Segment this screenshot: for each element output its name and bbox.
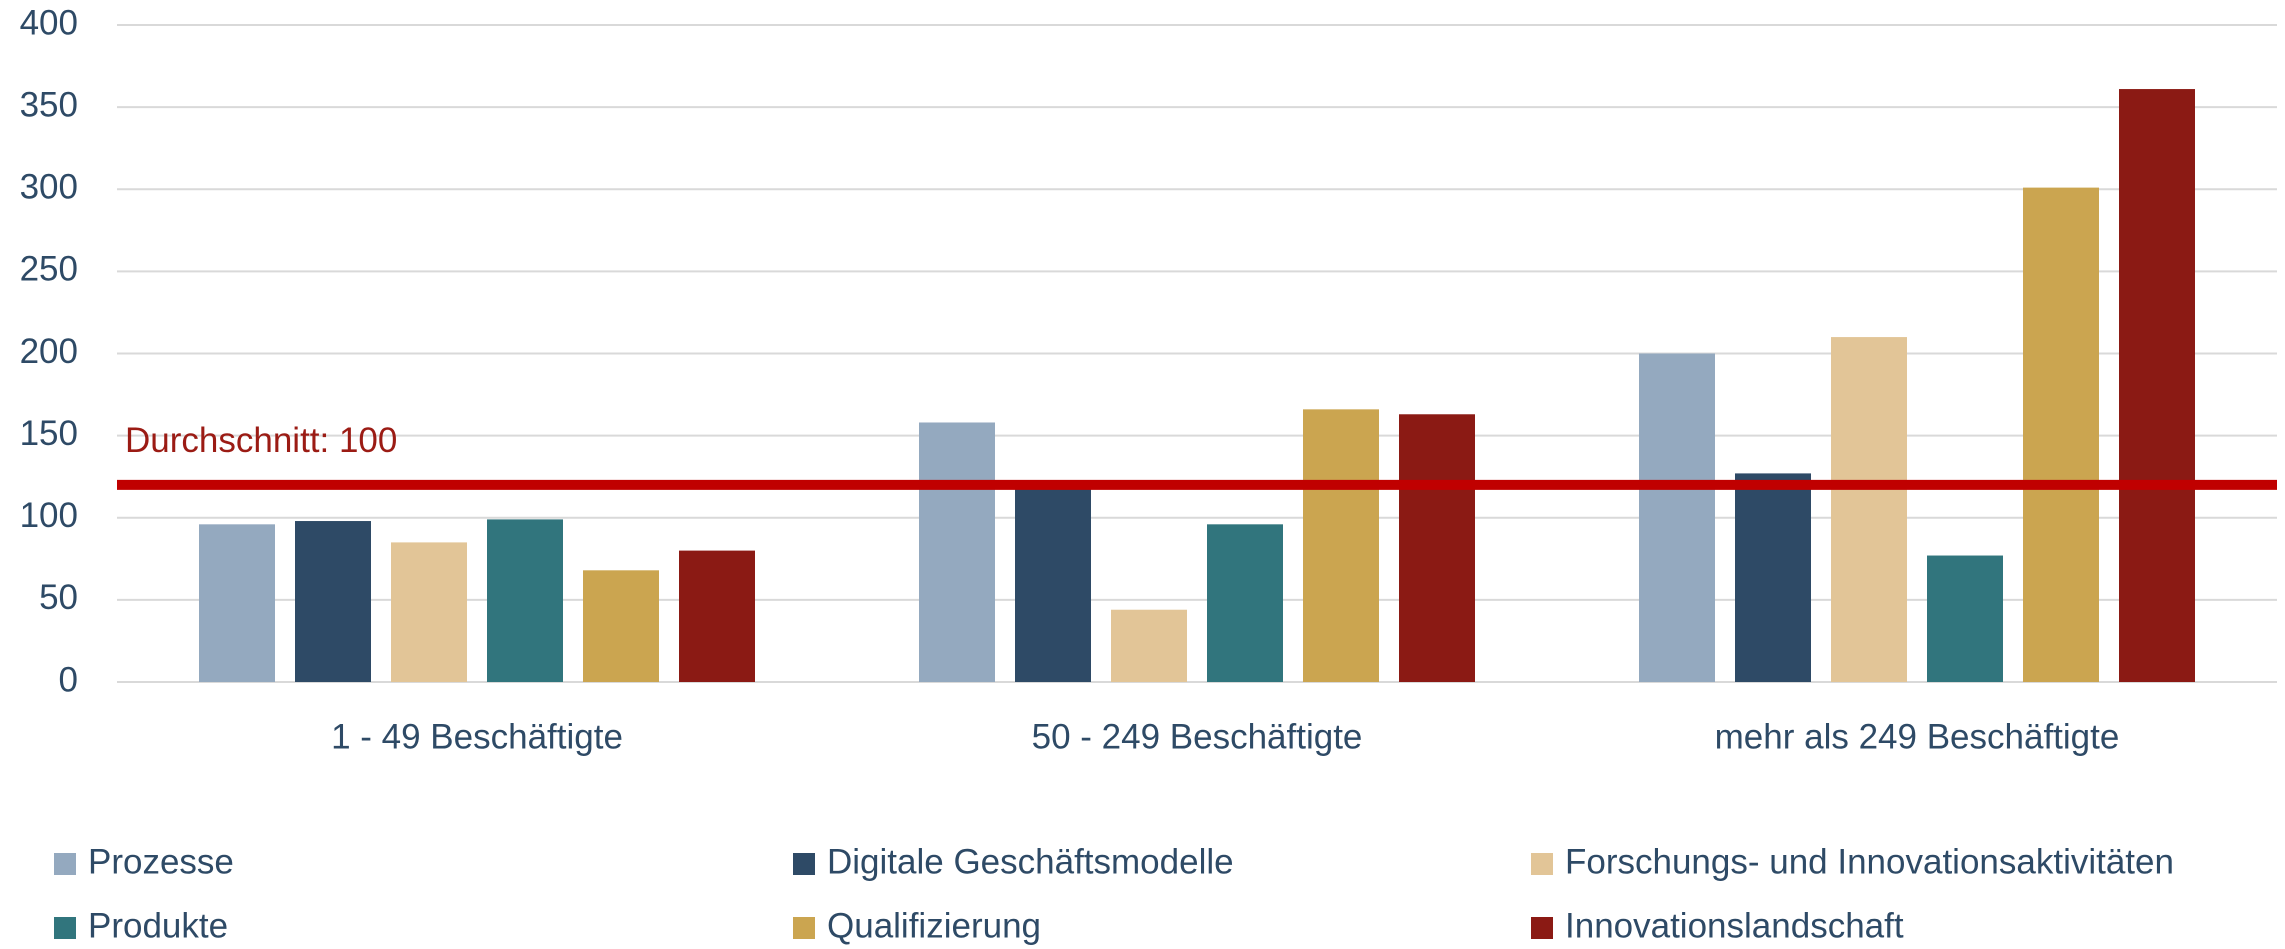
- legend-label: Forschungs- und Innovationsaktivitäten: [1565, 842, 2174, 881]
- legend-label: Innovationslandschaft: [1565, 906, 1904, 945]
- bar: [1111, 609, 1187, 682]
- bar: [295, 521, 371, 682]
- legend-swatch: [793, 853, 815, 875]
- legend-swatch: [54, 853, 76, 875]
- reference-label: Durchschnitt: 100: [125, 421, 397, 460]
- legend-label: Produkte: [88, 906, 228, 945]
- bar: [679, 550, 755, 682]
- legend-swatch: [1531, 917, 1553, 939]
- bar: [1303, 409, 1379, 682]
- legend-swatch: [1531, 853, 1553, 875]
- y-tick-label: 100: [20, 496, 78, 535]
- bar: [2023, 187, 2099, 683]
- y-tick-label: 350: [20, 85, 78, 124]
- bar: [1639, 353, 1715, 682]
- y-tick-label: 50: [39, 578, 78, 617]
- y-tick-label: 150: [20, 414, 78, 453]
- bar: [583, 570, 659, 682]
- bar: [1015, 484, 1091, 682]
- bar: [1927, 555, 2003, 682]
- legend-swatch: [793, 917, 815, 939]
- bar: [199, 524, 275, 682]
- bar: [487, 519, 563, 682]
- bar: [1831, 337, 1907, 682]
- x-tick-label: mehr als 249 Beschäftigte: [1715, 717, 2120, 756]
- legend-label: Qualifizierung: [827, 906, 1041, 945]
- y-tick-label: 0: [59, 660, 78, 699]
- bar: [391, 542, 467, 682]
- x-tick-label: 50 - 249 Beschäftigte: [1032, 717, 1363, 756]
- legend-label: Prozesse: [88, 842, 234, 881]
- y-tick-label: 400: [20, 3, 78, 42]
- x-tick-label: 1 - 49 Beschäftigte: [331, 717, 623, 756]
- bar: [2119, 89, 2195, 683]
- legend-label: Digitale Geschäftsmodelle: [827, 842, 1234, 881]
- bar: [1735, 473, 1811, 682]
- bar: [919, 422, 995, 682]
- y-tick-label: 300: [20, 168, 78, 207]
- legend-swatch: [54, 917, 76, 939]
- y-tick-label: 250: [20, 250, 78, 289]
- bar: [1399, 414, 1475, 682]
- bar: [1207, 524, 1283, 682]
- y-tick-label: 200: [20, 332, 78, 371]
